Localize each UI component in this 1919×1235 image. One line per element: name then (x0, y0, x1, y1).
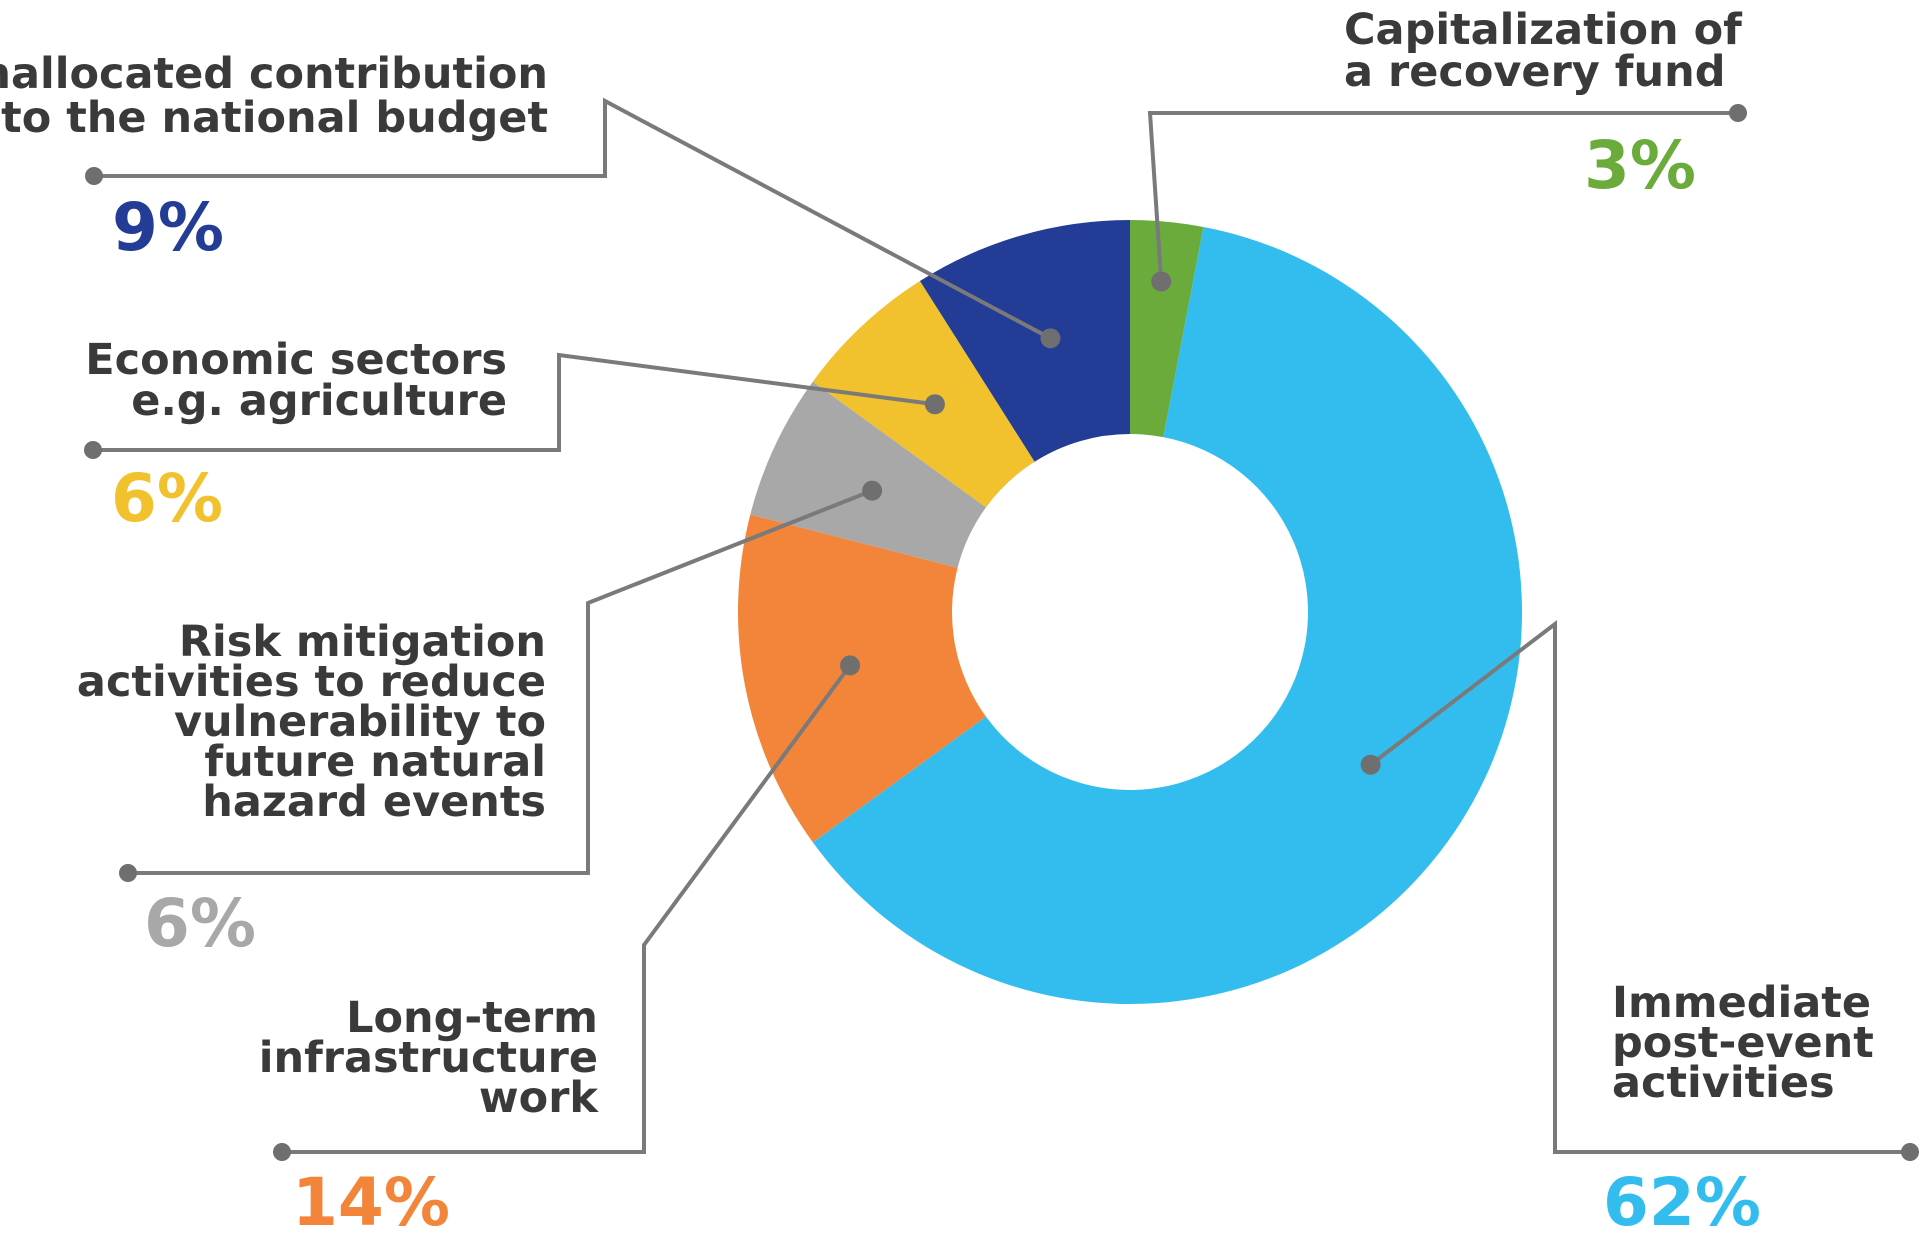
donut-slices (738, 220, 1522, 1004)
slice-label-line: to the national budget (1, 93, 548, 143)
leader-line-risk-mitigation (128, 488, 873, 875)
slice-label-line: hazard events (202, 777, 546, 827)
slice-label-line: e.g. agriculture (131, 376, 507, 426)
leader-lines (84, 97, 1919, 1161)
leader-end-dot-economic-sectors (84, 441, 102, 459)
slice-label-line: a recovery fund (1344, 47, 1726, 97)
slice-infrastructure (738, 514, 986, 843)
leader-anchor-dot-national-budget (1040, 328, 1061, 349)
slice-recovery-fund (1130, 220, 1204, 438)
leader-anchor-dot-risk-mitigation (862, 480, 883, 501)
slice-label-recovery-fund: Capitalization of a recovery fund (1344, 5, 1743, 97)
slice-label-risk-mitigation: Risk mitigation activities to reduce vulne… (77, 617, 546, 827)
slice-label-line: activities (1612, 1058, 1835, 1108)
leader-anchor-dot-infrastructure (840, 655, 861, 676)
slice-label-line: future natural (204, 737, 546, 787)
slice-economic-sectors (812, 281, 1035, 508)
leader-line-post-event (1369, 619, 1910, 1154)
slice-label-line: Capitalization of (1344, 5, 1743, 55)
slice-value-risk-mitigation: 6% (144, 885, 256, 962)
slice-label-line: vulnerability to (174, 697, 546, 747)
slice-label-line: Immediate (1612, 978, 1871, 1028)
slice-value-infrastructure: 14% (292, 1164, 450, 1235)
slice-value-recovery-fund: 3% (1584, 127, 1696, 204)
slice-labels: Capitalization of a recovery fund 3% Immedi… (0, 5, 1874, 1235)
leader-line-national-budget (94, 97, 1052, 341)
slice-value-national-budget: 9% (112, 189, 224, 266)
slice-label-post-event: Immediate post-event activities (1612, 978, 1874, 1108)
slice-label-line: infrastructure (259, 1033, 598, 1083)
leader-end-dot-post-event (1901, 1143, 1919, 1161)
slice-label-line: Risk mitigation (179, 617, 546, 667)
slice-label-economic-sectors: Economic sectors e.g. agriculture (85, 335, 507, 426)
slice-value-post-event: 62% (1603, 1164, 1761, 1235)
leader-line-infrastructure (282, 664, 852, 1154)
slice-label-line: Economic sectors (85, 335, 507, 385)
slice-value-economic-sectors: 6% (111, 460, 223, 537)
leader-end-dot-recovery-fund (1729, 104, 1747, 122)
leader-anchor-dot-economic-sectors (924, 394, 945, 415)
slice-label-national-budget: Unallocated contribution to the national … (0, 49, 548, 143)
leader-end-dot-national-budget (85, 167, 103, 185)
leader-end-dot-infrastructure (273, 1143, 291, 1161)
slice-label-line: Long-term (346, 993, 598, 1043)
slice-post-event (812, 226, 1522, 1004)
leader-line-recovery-fund (1147, 111, 1738, 282)
slice-label-line: Unallocated contribution (0, 49, 548, 99)
slice-label-line: activities to reduce (77, 657, 546, 707)
slice-risk-mitigation (750, 381, 986, 568)
slice-label-infrastructure: Long-term infrastructure work (259, 993, 600, 1123)
slice-label-line: post-event (1612, 1018, 1874, 1068)
leader-anchor-dot-recovery-fund (1151, 271, 1172, 292)
slice-label-line: work (479, 1073, 599, 1123)
leader-line-economic-sectors (93, 352, 936, 452)
leader-end-dot-risk-mitigation (119, 864, 137, 882)
leader-anchor-dot-post-event (1360, 754, 1381, 775)
slice-national-budget (919, 220, 1130, 462)
